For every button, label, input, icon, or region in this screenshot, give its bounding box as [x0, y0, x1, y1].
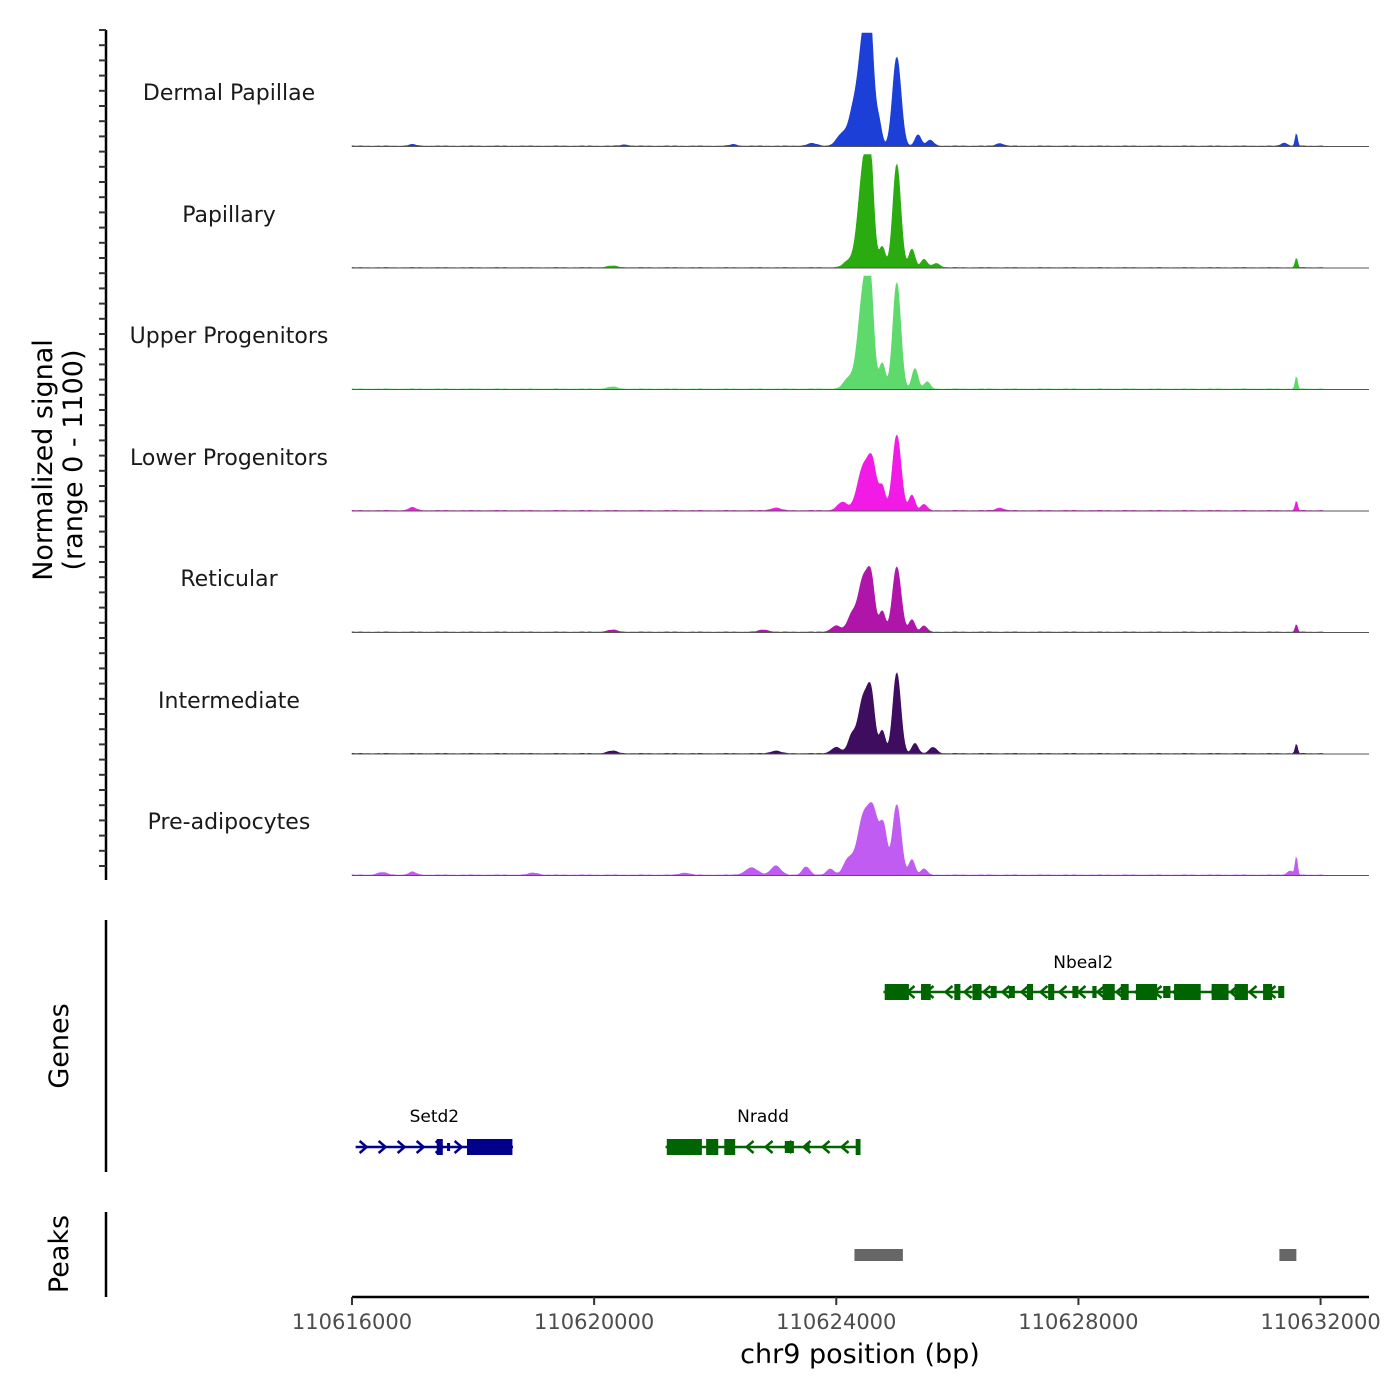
gene-annotations: Setd2 Nradd Nbeal2: [355, 953, 1285, 1155]
signal-area: [351, 275, 1324, 390]
signal-tracks: Dermal Papillae Papillary Upper Progenitor…: [130, 32, 1369, 876]
gene-exon: [954, 984, 961, 1000]
gene-exon: [1092, 986, 1097, 998]
signal-area: [351, 434, 1324, 512]
genes-panel-label: Genes: [44, 1003, 75, 1088]
gene-exon: [724, 1139, 736, 1155]
gene-exon: [1263, 984, 1273, 1000]
x-axis-title: chr9 position (bp): [740, 1339, 980, 1370]
strand-arrow-icon: [744, 1140, 755, 1154]
track-dermal-papillae: Dermal Papillae: [143, 32, 1369, 147]
peak-regions: [854, 1249, 1297, 1261]
gene-exon: [706, 1139, 719, 1155]
gene-exon: [1008, 986, 1015, 998]
strand-arrow-icon: [763, 1140, 774, 1154]
y-axis-title-line1: Normalized signal: [28, 339, 59, 581]
track-lower-progenitors: Lower Progenitors: [130, 434, 1369, 512]
gene-exon: [1163, 986, 1171, 998]
strand-arrow-icon: [377, 1140, 388, 1154]
gene-exon: [972, 984, 982, 1000]
gene-exon: [784, 1141, 794, 1153]
peak-region: [1279, 1249, 1297, 1261]
gene-exon: [1072, 986, 1079, 998]
gene-exon: [1174, 984, 1201, 1000]
track-intermediate: Intermediate: [158, 672, 1369, 755]
gene-exon: [806, 1143, 810, 1151]
gene-exon: [1102, 984, 1115, 1000]
strand-arrow-icon: [839, 1140, 850, 1154]
strand-arrow-icon: [943, 985, 954, 999]
y-axis-title-line2: (range 0 - 1100): [58, 350, 89, 571]
track-label: Reticular: [180, 567, 278, 592]
gene-exon: [990, 986, 997, 998]
peak-region: [854, 1249, 903, 1261]
gene-nradd: Nradd: [665, 1107, 861, 1155]
track-upper-progenitors: Upper Progenitors: [130, 275, 1369, 390]
signal-area: [351, 154, 1324, 269]
signal-axis-ticks: [99, 29, 106, 867]
strand-arrow-icon: [1247, 985, 1258, 999]
gene-exon: [1120, 984, 1129, 1000]
track-pre-adipocytes: Pre-adipocytes: [148, 802, 1369, 876]
signal-area: [351, 32, 1324, 147]
x-axis-tick-label: 110628000: [1018, 1310, 1138, 1334]
strand-arrow-icon: [415, 1140, 426, 1154]
track-reticular: Reticular: [180, 565, 1369, 633]
strand-arrow-icon: [1019, 985, 1030, 999]
gene-setd2: Setd2: [355, 1107, 514, 1155]
strand-arrow-icon: [1000, 985, 1011, 999]
gene-exon: [921, 984, 931, 1000]
gene-label: Nradd: [737, 1107, 789, 1127]
gene-exon: [1234, 984, 1248, 1000]
gene-exon: [1211, 984, 1229, 1000]
strand-arrow-icon: [1076, 985, 1087, 999]
strand-arrow-icon: [820, 1140, 831, 1154]
strand-arrow-icon: [396, 1140, 407, 1154]
gene-exon: [884, 984, 909, 1000]
track-label: Lower Progenitors: [130, 446, 328, 471]
strand-arrow-icon: [1095, 985, 1106, 999]
x-axis-tick-label: 110632000: [1260, 1310, 1380, 1334]
x-axis-tick-label: 110624000: [776, 1310, 896, 1334]
gene-exon: [447, 1143, 451, 1151]
track-papillary: Papillary: [182, 154, 1369, 269]
track-label: Intermediate: [158, 689, 300, 714]
gene-nbeal2: Nbeal2: [883, 953, 1285, 1000]
track-label: Papillary: [182, 203, 276, 228]
x-axis-ticks: 110616000 110620000 110624000 110628000 1106…: [292, 1297, 1381, 1334]
strand-arrow-icon: [1057, 985, 1068, 999]
gene-exon: [436, 1139, 443, 1155]
strand-arrow-icon: [1038, 985, 1049, 999]
signal-area: [351, 565, 1324, 633]
strand-arrow-icon: [453, 1140, 464, 1154]
gene-exon: [666, 1139, 702, 1155]
strand-arrow-icon: [981, 985, 992, 999]
track-label: Upper Progenitors: [130, 324, 329, 349]
signal-area: [351, 802, 1324, 876]
y-axis-title-group: Normalized signal (range 0 - 1100): [28, 339, 89, 581]
gene-exon: [467, 1139, 513, 1155]
strand-arrow-icon: [962, 985, 973, 999]
x-axis-tick-label: 110616000: [292, 1310, 412, 1334]
gene-exon: [855, 1139, 861, 1155]
track-label: Pre-adipocytes: [148, 810, 311, 835]
strand-arrow-icon: [358, 1140, 369, 1154]
track-label: Dermal Papillae: [143, 81, 315, 106]
gene-exon: [1278, 986, 1285, 998]
gene-label: Setd2: [410, 1107, 460, 1127]
x-axis-tick-label: 110620000: [534, 1310, 654, 1334]
peaks-panel-label: Peaks: [44, 1215, 75, 1293]
signal-area: [351, 672, 1324, 755]
gene-exon: [1135, 984, 1158, 1000]
gene-label: Nbeal2: [1053, 953, 1113, 973]
gene-exon: [1026, 984, 1034, 1000]
gene-exon: [1048, 984, 1055, 1000]
